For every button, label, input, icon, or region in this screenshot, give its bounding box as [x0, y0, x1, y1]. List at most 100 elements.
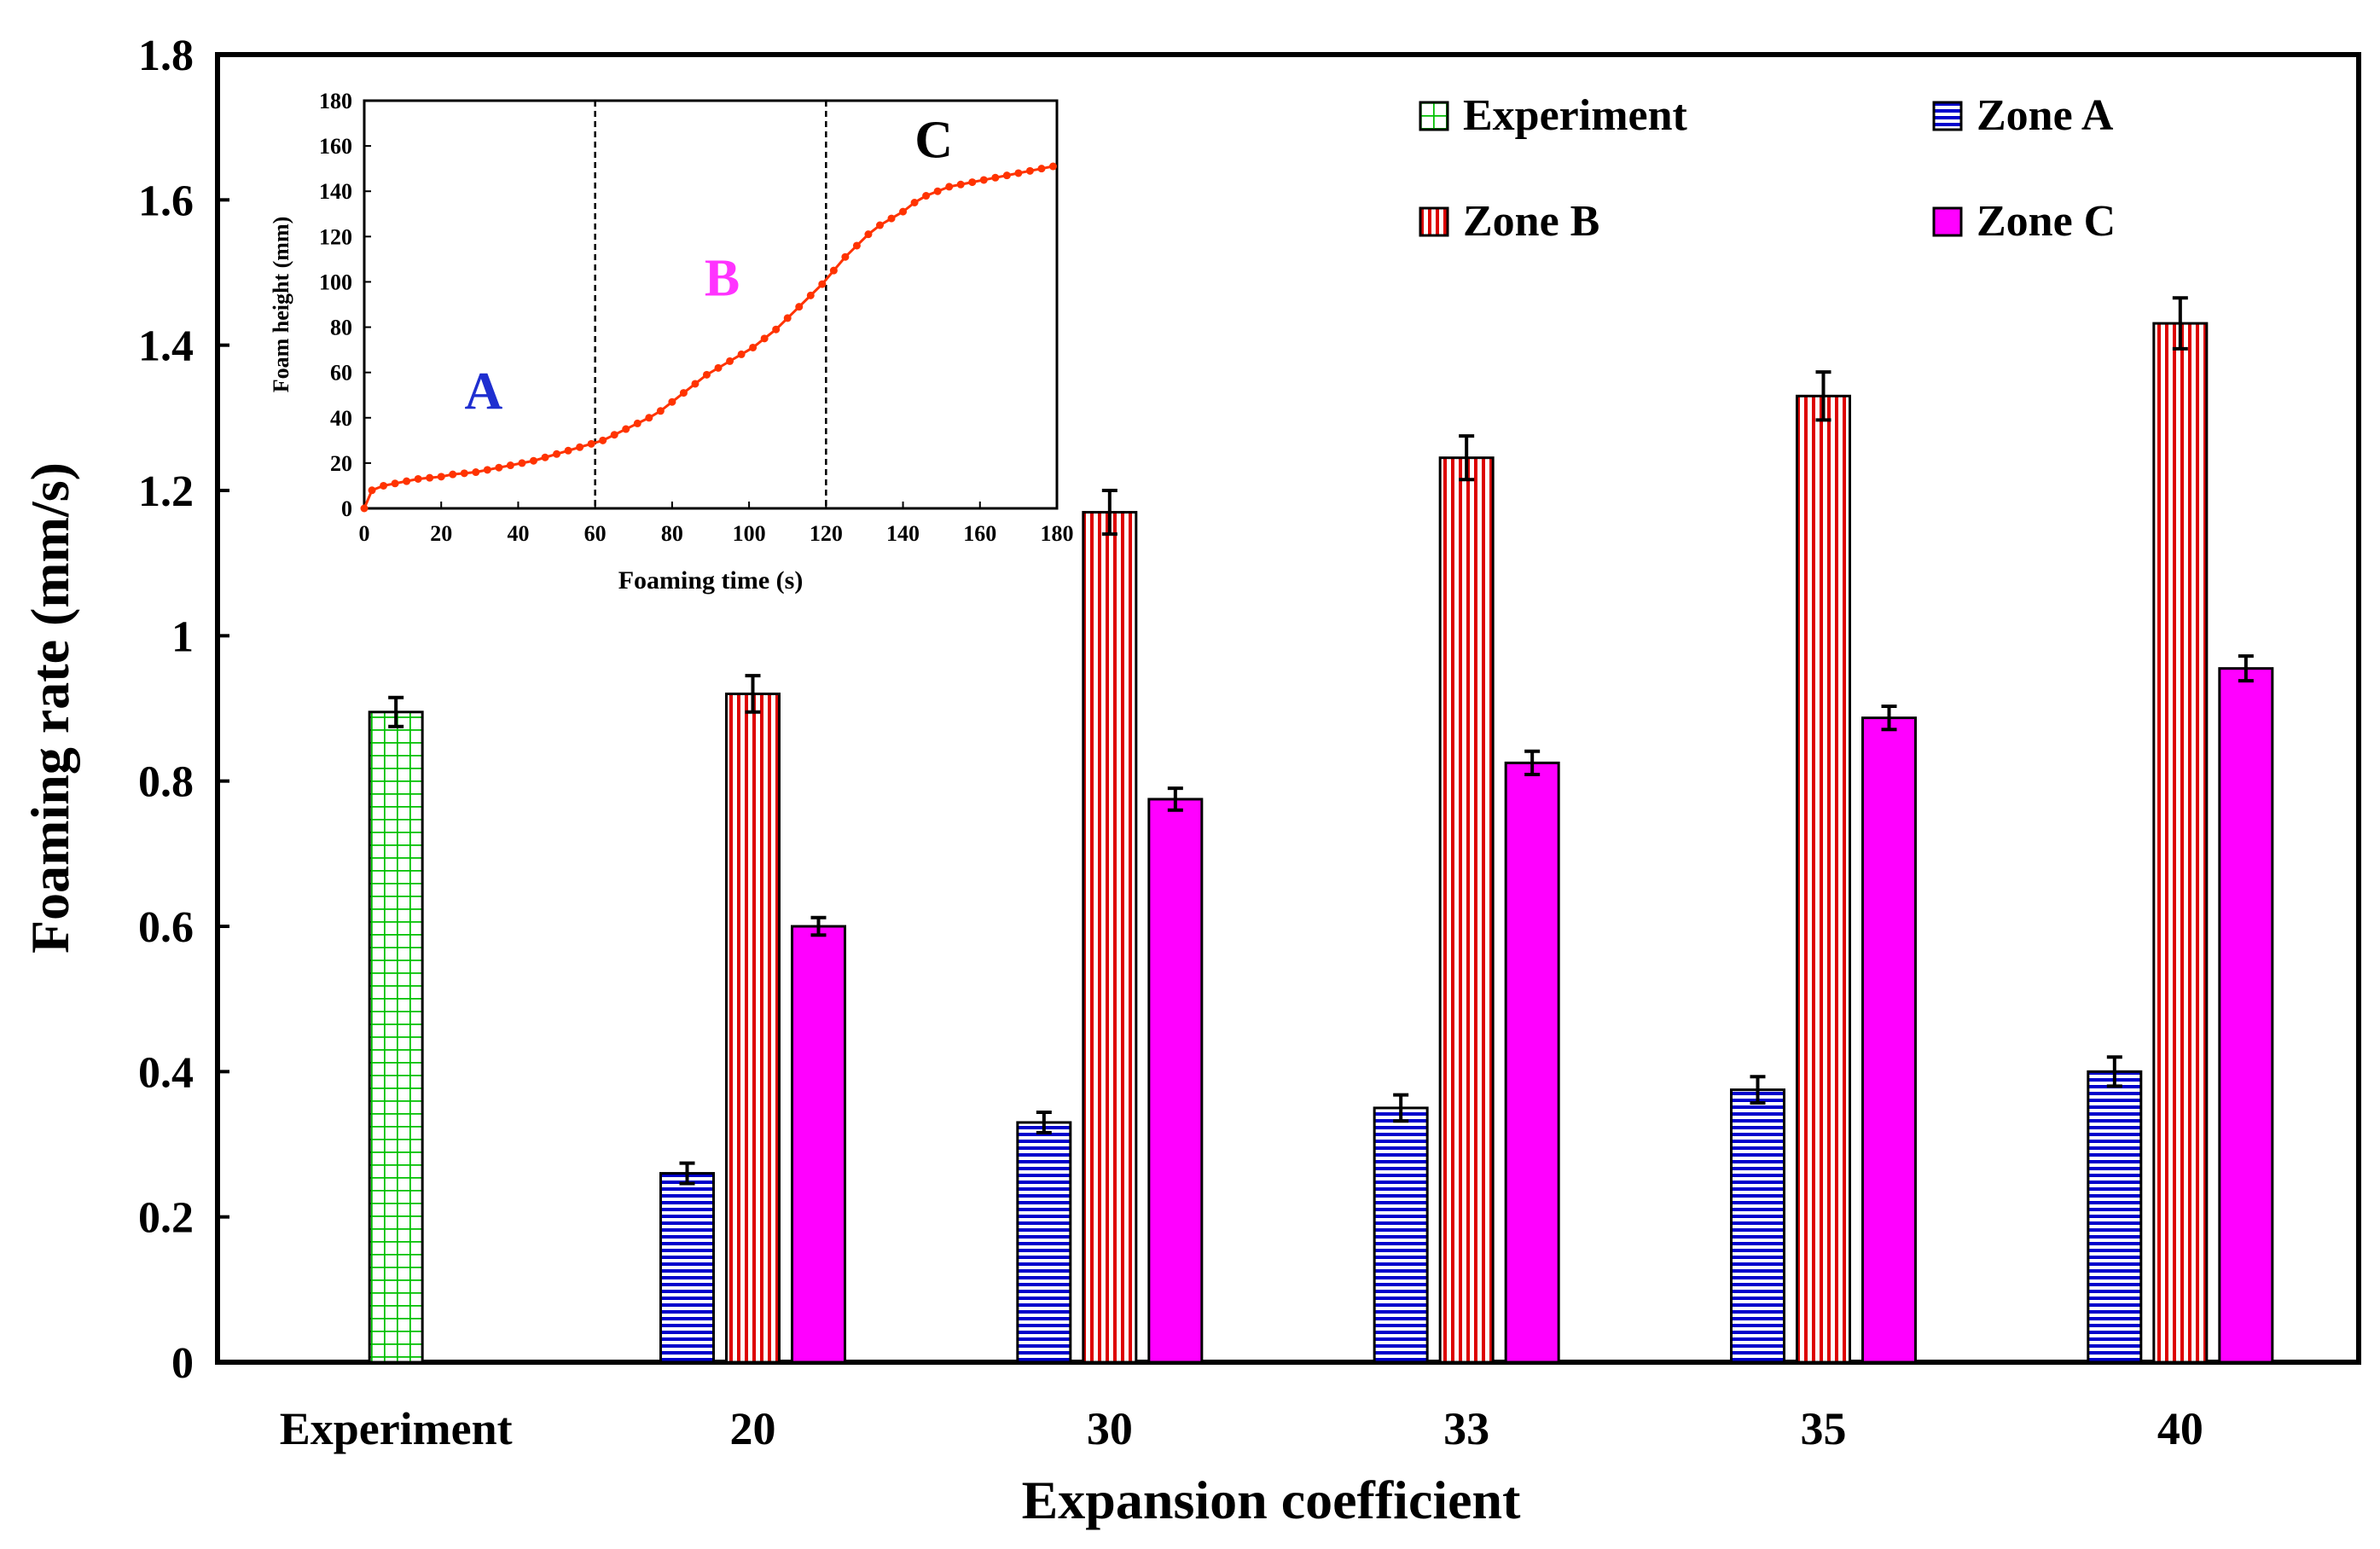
inset-data-point — [541, 453, 549, 461]
legend-entry: Zone C — [1932, 197, 2116, 246]
inset-data-point — [726, 357, 734, 365]
inset-data-point — [679, 389, 688, 397]
inset-x-tick-label: 40 — [507, 521, 529, 546]
bar-zone-c — [1861, 716, 1917, 1364]
error-bar — [388, 695, 404, 728]
inset-data-point — [887, 214, 896, 223]
error-bar — [1881, 704, 1897, 732]
bar-zone-a — [1016, 1121, 1072, 1364]
inset-data-point — [668, 397, 676, 406]
inset-data-point — [1014, 169, 1023, 177]
inset-data-point — [864, 230, 873, 239]
bar-zone-a — [2087, 1070, 2143, 1364]
inset-data-point — [737, 350, 746, 358]
inset-x-tick-label: 0 — [359, 521, 370, 546]
error-bar — [1393, 1093, 1409, 1123]
main-x-tick-label: 35 — [1801, 1403, 1847, 1454]
inset-data-point — [622, 425, 630, 433]
inset-data-point — [564, 446, 572, 455]
inset-zone-label: B — [705, 249, 740, 307]
error-bar — [679, 1161, 695, 1186]
error-bar — [2106, 1055, 2122, 1088]
inset-x-tick-label: 180 — [1041, 521, 1074, 546]
legend-entry: Zone B — [1419, 197, 1599, 246]
inset-data-point — [806, 291, 815, 299]
inset-data-point — [968, 178, 977, 187]
bar-experiment — [368, 711, 424, 1364]
inset-data-point — [899, 207, 908, 216]
inset-data-point — [449, 470, 457, 479]
inset-data-point — [691, 380, 699, 388]
inset-data-point — [460, 469, 468, 478]
error-bar — [1750, 1075, 1766, 1105]
inset-x-tick-label: 160 — [963, 521, 996, 546]
legend-swatch — [1932, 206, 1963, 237]
main-x-axis: Experiment 20 30 33 35 40 — [280, 1403, 2203, 1454]
error-bar — [810, 915, 827, 937]
error-bar — [1167, 786, 1183, 812]
legend-entry: Zone A — [1932, 91, 2114, 140]
inset-data-point — [956, 180, 965, 189]
error-bar — [2238, 654, 2254, 683]
inset-data-point — [391, 479, 399, 488]
inset-data-point — [403, 477, 411, 485]
inset-y-tick-label: 100 — [319, 270, 352, 294]
main-y-tick-label: 1.2 — [138, 467, 194, 516]
inset-data-point — [991, 173, 1000, 182]
main-y-tick-label: 1.4 — [138, 322, 194, 371]
inset-y-tick-label: 160 — [319, 134, 352, 159]
inset-zone-labels: A B C — [464, 111, 953, 421]
main-x-axis-label: Expansion coefficient — [1022, 1470, 1522, 1530]
bar-zone-a — [1730, 1088, 1785, 1364]
inset-data-point — [1037, 165, 1046, 173]
main-plot-frame — [215, 52, 2361, 1365]
inset-data-point — [772, 325, 781, 334]
main-x-tick-label: 20 — [730, 1403, 776, 1454]
inset-data-point — [979, 176, 988, 184]
inset-data-point — [922, 192, 931, 200]
inset-data-point — [553, 450, 561, 458]
inset-data-point — [714, 363, 723, 372]
inset-x-tick-label: 80 — [661, 521, 683, 546]
main-y-tick-label: 0.6 — [138, 903, 194, 952]
legend-swatch — [1419, 206, 1449, 237]
bar-zone-b — [1082, 511, 1138, 1364]
legend-swatch — [1932, 101, 1963, 131]
inset-data-point — [760, 334, 769, 343]
main-y-axis-label: Foaming rate (mm/s) — [20, 462, 80, 954]
inset-data-point — [380, 481, 388, 490]
inset-data-point — [818, 280, 827, 288]
inset-data-point — [1048, 162, 1057, 171]
legend-label: Zone C — [1977, 197, 2116, 246]
inset-plot: 0 20 40 60 80 100 120 140 160 180 0 20 40 60 80 100 120 1… — [269, 89, 1074, 595]
inset-data-point — [1025, 166, 1034, 175]
error-bar — [1524, 749, 1541, 777]
inset-data-point — [841, 252, 850, 261]
inset-data-point — [414, 474, 422, 483]
inset-data-point — [749, 343, 758, 351]
inset-plot-frame — [363, 99, 1059, 510]
bar-zone-b — [1796, 394, 1851, 1364]
inset-x-tick-label: 140 — [886, 521, 920, 546]
inset-y-tick-label: 80 — [330, 316, 352, 340]
inset-x-tick-label: 60 — [584, 521, 607, 546]
legend-entry: Experiment — [1419, 91, 1688, 140]
inset-y-tick-label: 60 — [330, 361, 352, 386]
bar-zone-b — [1438, 456, 1495, 1364]
main-y-tick-label: 0 — [171, 1339, 194, 1388]
legend: Experiment Zone A Zone B Zone C — [1419, 91, 2116, 246]
inset-data-point — [360, 504, 369, 513]
inset-data-point — [645, 414, 653, 422]
inset-data-point — [518, 459, 526, 467]
bar-zone-c — [791, 925, 846, 1364]
inset-data-point — [576, 443, 584, 451]
inset-series — [360, 162, 1057, 513]
inset-data-point — [1002, 171, 1011, 180]
bar-zone-a — [1373, 1106, 1429, 1364]
error-bar — [745, 674, 761, 714]
inset-data-point — [910, 199, 919, 206]
main-y-tick-label: 0.4 — [138, 1048, 194, 1097]
inset-data-point — [875, 221, 884, 229]
main-y-tick-label: 0.8 — [138, 758, 194, 807]
